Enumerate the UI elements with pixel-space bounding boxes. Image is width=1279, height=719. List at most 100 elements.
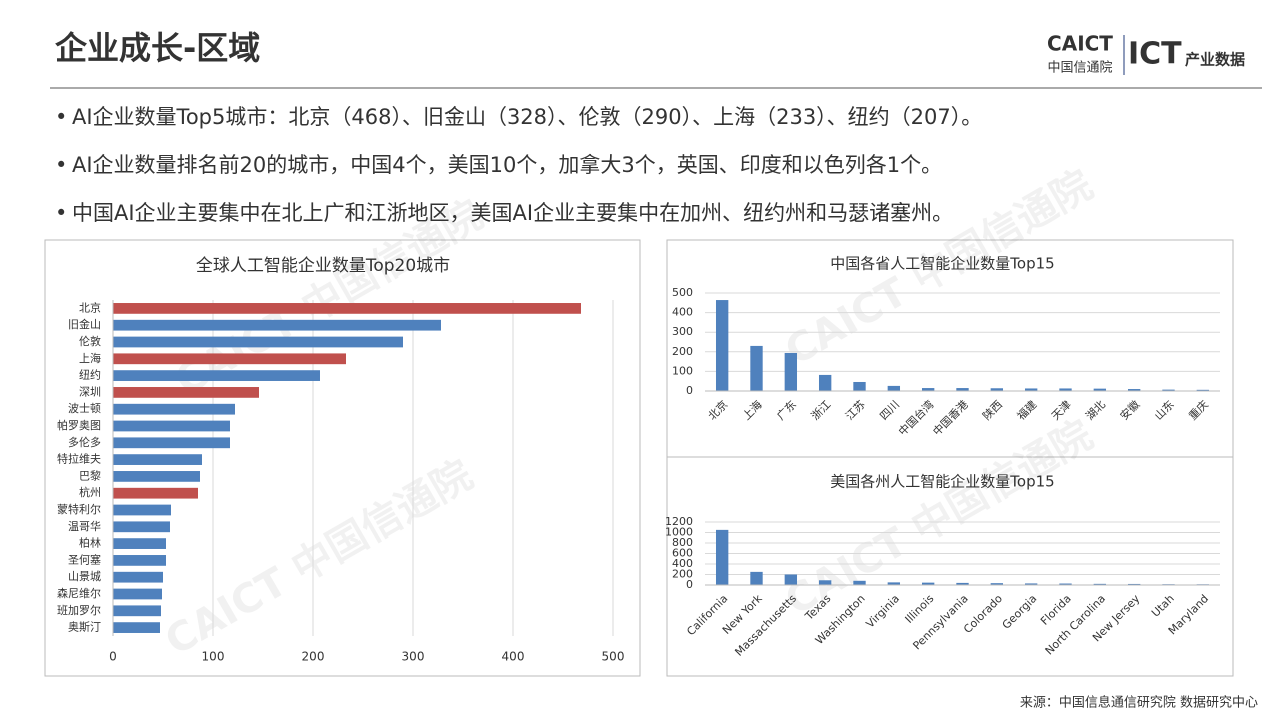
y-tick-label: 1000 [665,526,693,539]
bullet: AI企业数量Top5城市：北京（468）、旧金山（328）、伦敦（290）、上海… [72,105,982,129]
y-tick-label: 400 [672,306,693,319]
bar [113,370,320,381]
bar [921,388,935,391]
bar [113,622,160,633]
bar [113,420,230,432]
y-tick-label: 波士顿 [68,401,101,415]
bar [113,555,166,566]
y-tick-label: 班加罗尔 [57,604,101,617]
bar [956,388,969,391]
bar [750,571,763,585]
y-tick-label: 温哥华 [68,519,101,533]
logo-caict-cn: 中国信通院 [1047,61,1112,76]
bar [1059,388,1072,391]
bar [113,588,162,600]
chart-frame [44,239,641,677]
x-tick-label: Utah [1149,592,1177,620]
x-tick-label: 四川 [877,398,902,423]
bar [1093,388,1107,391]
y-tick-label: 200 [672,345,693,358]
bar [990,388,1004,391]
bar [1024,388,1038,391]
bar [853,381,866,391]
y-tick-label: 蒙特利尔 [57,502,101,516]
bar [113,471,200,482]
y-tick-label: 圣何塞 [68,552,101,566]
y-tick-label: 600 [672,547,693,560]
y-tick-label: 纽约 [79,368,101,382]
bar [956,582,969,585]
y-tick-label: 森尼维尔 [57,586,101,600]
bar [113,454,202,465]
bar [113,521,170,533]
bar [1024,583,1038,585]
x-tick-label: 300 [402,650,425,664]
y-tick-label: 奥斯汀 [68,620,101,634]
bullet-dot: • [55,201,67,225]
x-tick-label: 安徽 [1117,397,1142,422]
slide-title: 企业成长-区域 [55,29,260,67]
y-tick-label: 伦敦 [79,334,101,348]
bar [113,538,166,549]
bar [784,352,798,391]
x-tick-label: 福建 [1014,397,1039,422]
y-tick-label: 1200 [665,515,693,528]
bar [113,487,198,499]
bar [990,583,1004,585]
bar [113,504,171,516]
bar [1196,389,1210,391]
bar [113,605,161,617]
y-tick-label: 800 [672,536,693,549]
x-tick-label: 湖北 [1083,398,1108,423]
x-tick-label: 浙江 [809,398,834,423]
bar [921,582,935,585]
bar [113,353,346,365]
bar [113,319,441,331]
x-tick-label: 500 [602,650,625,664]
x-tick-label: 北京 [705,397,730,422]
y-tick-label: 杭州 [79,485,101,499]
bar [1127,389,1141,391]
bar [715,300,729,391]
bar [1093,583,1107,585]
y-tick-label: 深圳 [79,385,101,398]
y-tick-label: 特拉维夫 [57,452,101,466]
x-tick-label: Virginia [864,592,903,631]
bar [1127,583,1141,585]
watermark: CAICT 中国信通院 [778,412,1100,625]
bar [1162,389,1175,391]
chart-title: 美国各州人工智能企业数量Top15 [830,473,1054,491]
bar [887,385,901,391]
x-tick-label: Georgia [1000,592,1040,632]
y-tick-label: 300 [672,325,693,338]
bar [113,571,163,583]
bar [750,345,763,391]
x-tick-label: 广东 [774,398,799,423]
logo-caict: CAICT [1047,32,1113,56]
x-tick-label: 山东 [1152,398,1177,423]
bar [113,403,235,415]
x-tick-label: 陕西 [980,397,1005,422]
y-tick-label: 400 [672,557,693,570]
bar [113,336,403,348]
bar [818,580,832,585]
chart-title: 中国各省人工智能企业数量Top15 [830,255,1054,273]
y-tick-label: 0 [686,384,693,397]
bullet-dot: • [55,105,67,129]
chart-frame [666,239,1234,677]
x-tick-label: 中国香港 [930,398,970,438]
logo-ict: ICT [1128,37,1182,72]
x-tick-label: 100 [202,650,225,664]
y-tick-label: 0 [686,578,693,591]
x-tick-label: 江苏 [843,398,868,423]
y-tick-label: 100 [672,364,693,377]
bar [113,387,259,398]
y-tick-label: 200 [672,568,693,581]
x-tick-label: 重庆 [1186,397,1211,422]
y-tick-label: 巴黎 [79,468,101,482]
x-tick-label: 200 [302,650,325,664]
bullet: AI企业数量排名前20的城市，中国4个，美国10个，加拿大3个，英国、印度和以色… [72,153,942,177]
y-tick-label: 上海 [79,351,101,365]
